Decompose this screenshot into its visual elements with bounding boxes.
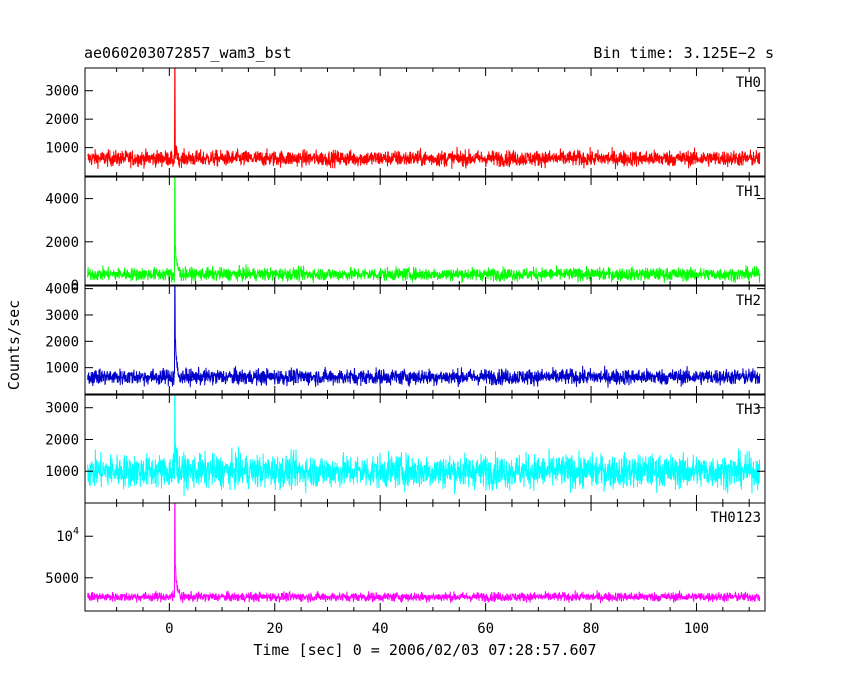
panel-th0: 1000 2000 3000 TH0 xyxy=(45,67,766,177)
y-tick-label: 1000 xyxy=(45,361,79,377)
y-tick-label: 3000 xyxy=(45,308,79,324)
y-tick-label: 2000 xyxy=(45,334,79,350)
y-tick-label: 2000 xyxy=(45,432,79,448)
panel-frame xyxy=(84,285,766,395)
x-tick-label: 60 xyxy=(477,621,494,637)
panel-th3: 1000 2000 3000 TH3 xyxy=(45,394,766,504)
series-line-th0123 xyxy=(87,503,761,604)
panel-frame xyxy=(84,502,766,612)
x-tick-label: 100 xyxy=(684,621,709,637)
y-tick-label: 1000 xyxy=(45,141,79,157)
panel-label-th0123: TH0123 xyxy=(710,510,761,526)
y-tick-label: 4000 xyxy=(45,192,79,208)
chart-title-left: ae060203072857_wam3_bst xyxy=(84,44,292,62)
y-axis-title: Counts/sec xyxy=(5,300,23,390)
y-tick-label: 2000 xyxy=(45,112,79,128)
panel-frame xyxy=(84,394,766,504)
panel-label-th0: TH0 xyxy=(736,75,761,91)
y-tick-label: 1000 xyxy=(45,464,79,480)
panel-label-th1: TH1 xyxy=(736,184,761,200)
panel-th0123: 5000 104 TH0123 xyxy=(45,502,766,612)
panel-label-th2: TH2 xyxy=(736,293,761,309)
panel-label-th3: TH3 xyxy=(736,402,761,418)
y-tick-label: 3000 xyxy=(45,401,79,417)
y-tick-label: 104 xyxy=(56,526,79,545)
y-tick-label: 4000 xyxy=(45,282,79,298)
panel-frame xyxy=(84,67,766,177)
chart-title-right: Bin time: 3.125E−2 s xyxy=(593,44,774,62)
series-line-th1 xyxy=(87,177,761,284)
x-tick-label: 0 xyxy=(165,621,173,637)
x-axis-title: Time [sec] 0 = 2006/02/03 07:28:57.607 xyxy=(253,641,596,659)
series-line-th3 xyxy=(87,395,761,497)
y-tick-label: 0 xyxy=(71,278,79,294)
panel-th1: 0 2000 4000 TH1 xyxy=(45,176,766,294)
x-tick-label: 40 xyxy=(372,621,389,637)
x-tick-label: 20 xyxy=(266,621,283,637)
panel-th2: 1000 2000 3000 4000 TH2 xyxy=(45,282,766,395)
series-line-th0 xyxy=(87,68,761,170)
panel-frame xyxy=(84,176,766,286)
y-tick-label: 5000 xyxy=(45,571,79,587)
y-tick-label: 2000 xyxy=(45,235,79,251)
y-tick-label-exponent: 4 xyxy=(73,526,79,537)
x-tick-label: 80 xyxy=(583,621,600,637)
series-line-th2 xyxy=(87,286,761,388)
y-tick-label: 3000 xyxy=(45,84,79,100)
